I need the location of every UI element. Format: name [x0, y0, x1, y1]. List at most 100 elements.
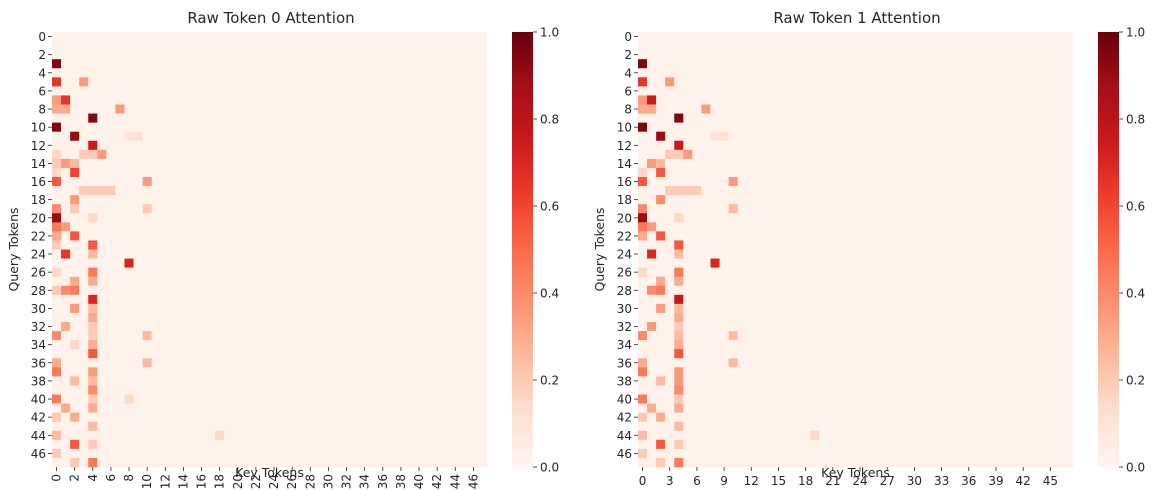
heatmap-cell [755, 258, 766, 268]
heatmap-cell [801, 312, 811, 323]
heatmap-cell [197, 322, 207, 332]
heatmap-cell [918, 403, 929, 413]
heatmap-cell [737, 367, 748, 377]
heatmap-cell [1063, 340, 1074, 350]
heatmap-cell [287, 222, 297, 232]
heatmap-cell [755, 195, 766, 205]
heatmap-cell [160, 140, 171, 151]
heatmap-cell [755, 95, 766, 105]
heatmap-cell [432, 222, 442, 232]
heatmap-cell [982, 149, 992, 160]
heatmap-cell [61, 95, 71, 105]
heatmap-cell [351, 385, 361, 395]
heatmap-cell [296, 41, 307, 51]
heatmap-cell [142, 358, 152, 368]
heatmap-cell [459, 403, 470, 413]
heatmap-cell [61, 340, 71, 350]
heatmap-cell [701, 312, 711, 323]
heatmap-cell [360, 231, 370, 241]
heatmap-cell [882, 50, 893, 60]
heatmap-cell [468, 421, 479, 432]
heatmap-cell [396, 439, 406, 450]
heatmap-cell [477, 113, 488, 123]
heatmap-cell [133, 231, 143, 241]
heatmap-cell [737, 68, 748, 78]
heatmap-cell [918, 448, 929, 459]
heatmap-cell [215, 349, 225, 359]
heatmap-cell [233, 322, 243, 332]
heatmap-cell [396, 349, 406, 359]
heatmap-cell [151, 249, 162, 259]
heatmap-cell [323, 113, 334, 123]
heatmap-cell [955, 421, 965, 432]
heatmap-cell [360, 448, 370, 459]
heatmap-cell [251, 59, 261, 69]
heatmap-cell [441, 312, 452, 323]
heatmap-cell [819, 385, 829, 395]
heatmap-cell [710, 448, 720, 459]
heatmap-cell [1009, 340, 1019, 350]
heatmap-cell [278, 285, 288, 296]
heatmap-cell [719, 104, 729, 114]
heatmap-cell [737, 86, 748, 96]
heatmap-cell [900, 303, 911, 314]
heatmap-cell [441, 294, 452, 305]
heatmap-cell [287, 367, 297, 377]
y-tick-label: 22 [617, 229, 632, 243]
heatmap-cell [450, 312, 461, 323]
heatmap-cell [332, 231, 343, 241]
heatmap-cell [656, 231, 666, 241]
heatmap-cell [991, 376, 1001, 386]
heatmap-cell [764, 312, 775, 323]
heatmap-cell [396, 167, 406, 178]
heatmap-cell [450, 186, 461, 196]
heatmap-cell [269, 430, 279, 441]
heatmap-cell [918, 68, 929, 78]
heatmap-cell [224, 457, 234, 468]
heatmap-cell [1000, 376, 1010, 386]
heatmap-cell [405, 439, 415, 450]
heatmap-cell [378, 322, 388, 332]
heatmap-cell [982, 158, 992, 169]
heatmap-cell [269, 376, 279, 386]
heatmap-cell [982, 430, 992, 441]
heatmap-cell [864, 131, 874, 142]
heatmap-cell [882, 59, 893, 69]
heatmap-cell [692, 240, 702, 250]
heatmap-cell [773, 186, 784, 196]
y-tick-label: 6 [624, 84, 632, 98]
heatmap-cell [755, 457, 766, 468]
heatmap-cell [260, 439, 270, 450]
heatmap-cell [242, 177, 252, 187]
heatmap-cell [937, 285, 947, 296]
heatmap-cell [70, 177, 80, 187]
heatmap-cell [178, 448, 189, 459]
heatmap-cell [468, 385, 479, 395]
heatmap-cell [1045, 50, 1056, 60]
heatmap-cell [873, 186, 883, 196]
heatmap-cell [178, 131, 189, 142]
heatmap-cell [314, 32, 325, 42]
y-tick-label: 24 [617, 248, 632, 262]
heatmap-cell [955, 113, 965, 123]
heatmap-cell [1036, 131, 1047, 142]
heatmap-cell [982, 86, 992, 96]
heatmap-cell [710, 186, 720, 196]
heatmap-cell [278, 430, 288, 441]
heatmap-cell [855, 50, 865, 60]
heatmap-cell [991, 195, 1001, 205]
heatmap-cell [764, 385, 775, 395]
heatmap-cell [701, 285, 711, 296]
heatmap-cell [332, 86, 343, 96]
heatmap-cell [468, 258, 479, 268]
heatmap-cell [710, 32, 720, 42]
heatmap-cell [115, 331, 125, 341]
heatmap-cell [396, 267, 406, 277]
heatmap-cell [1045, 104, 1056, 114]
heatmap-cell [1036, 421, 1047, 432]
heatmap-cell [459, 412, 470, 422]
heatmap-cell [710, 41, 720, 51]
colorbar-tick-label: 0.2 [1126, 374, 1145, 388]
heatmap-cell [197, 204, 207, 214]
